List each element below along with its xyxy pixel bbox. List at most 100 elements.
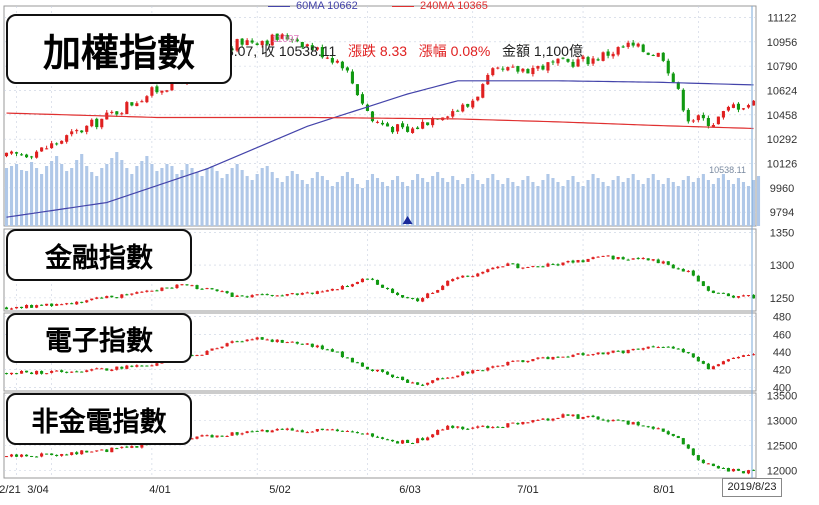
candle-body xyxy=(230,48,234,51)
candle-body xyxy=(45,373,49,375)
candle-body xyxy=(556,417,560,420)
candle-body xyxy=(621,257,625,260)
volume-bar xyxy=(476,180,480,226)
volume-bar xyxy=(380,182,385,226)
candle-body xyxy=(611,53,615,57)
candle-body xyxy=(451,279,455,282)
candle-body xyxy=(125,446,129,448)
candle-body xyxy=(516,360,520,362)
candle-body xyxy=(325,290,329,292)
candle-body xyxy=(295,341,299,344)
candle-body xyxy=(30,304,34,308)
volume-bar xyxy=(180,170,184,226)
candle-body xyxy=(431,434,435,438)
candle-body xyxy=(19,370,24,374)
candle-body xyxy=(726,106,730,111)
candle-body xyxy=(375,369,380,372)
candle-body xyxy=(115,366,119,370)
volume-bar xyxy=(601,182,605,226)
candle-body xyxy=(526,360,530,363)
volume-bar xyxy=(295,174,299,226)
candle-body xyxy=(516,263,520,269)
volume-bar xyxy=(591,174,595,226)
candle-body xyxy=(546,418,550,421)
volume-bar xyxy=(611,180,615,226)
candle-body xyxy=(451,377,455,379)
candle-body xyxy=(135,365,139,367)
volume-bar xyxy=(686,176,690,226)
candle-body xyxy=(385,123,390,127)
candle-body xyxy=(320,47,324,58)
candle-body xyxy=(666,60,670,74)
volume-bar xyxy=(511,182,515,226)
candle-body xyxy=(365,104,370,111)
volume-bar xyxy=(280,182,284,226)
volume-bar xyxy=(255,174,259,226)
candle-body xyxy=(355,281,359,284)
candle-body xyxy=(706,286,710,291)
candle-body xyxy=(431,118,435,126)
candle-body xyxy=(631,258,635,260)
candle-body xyxy=(270,339,274,342)
candle-body xyxy=(130,293,134,295)
candle-body xyxy=(566,356,570,358)
candle-body xyxy=(125,365,129,369)
candle-body xyxy=(360,94,365,104)
candle-body xyxy=(471,370,475,374)
candle-body xyxy=(711,125,715,128)
volume-bar xyxy=(736,178,741,226)
candle-body xyxy=(721,292,725,294)
volume-bar xyxy=(150,164,154,226)
candle-body xyxy=(4,456,9,458)
candle-body xyxy=(205,435,209,437)
candle-body xyxy=(496,426,500,428)
candle-body xyxy=(395,377,400,379)
candle-body xyxy=(681,438,685,445)
candle-body xyxy=(661,261,665,264)
candle-body xyxy=(586,354,590,356)
candle-body xyxy=(486,269,490,273)
candle-body xyxy=(511,422,515,424)
volume-bar xyxy=(631,174,635,226)
candle-body xyxy=(50,303,54,307)
volume-bar xyxy=(441,178,445,226)
candle-body xyxy=(736,103,741,110)
candle-body xyxy=(315,345,319,348)
candle-body xyxy=(25,305,29,309)
volume-bar xyxy=(571,176,575,226)
candle-body xyxy=(150,290,154,292)
candle-body xyxy=(385,287,390,290)
change-value: 漲跌 8.33 xyxy=(347,43,408,59)
volume-bar xyxy=(646,178,650,226)
candle-body xyxy=(596,416,600,420)
candle-body xyxy=(516,66,520,72)
candle-body xyxy=(195,436,199,439)
candle-body xyxy=(290,428,294,431)
volume-bar xyxy=(14,164,19,226)
legend-240ma-swatch xyxy=(392,5,414,7)
candle-body xyxy=(686,444,690,449)
candle-body xyxy=(616,256,620,260)
candle-body xyxy=(60,370,64,373)
candle-body xyxy=(556,58,560,64)
volume-bar xyxy=(215,171,219,226)
current-date-box: 2019/8/23 xyxy=(722,478,782,497)
volume-bar xyxy=(726,180,730,226)
candle-body xyxy=(616,47,620,55)
candle-body xyxy=(496,365,500,367)
candle-body xyxy=(280,295,284,297)
candle-body xyxy=(641,258,645,260)
candle-body xyxy=(726,468,730,472)
volume-bar xyxy=(185,164,189,226)
candle-body xyxy=(365,366,370,370)
candle-body xyxy=(345,357,349,359)
volume-bar xyxy=(315,172,319,226)
candle-body xyxy=(406,439,410,444)
candle-body xyxy=(631,348,635,351)
candle-body xyxy=(210,288,214,290)
volume-bar xyxy=(681,180,685,226)
volume-bar xyxy=(416,174,420,226)
candle-body xyxy=(511,360,515,362)
candle-body xyxy=(476,96,480,101)
candle-body xyxy=(385,371,390,375)
